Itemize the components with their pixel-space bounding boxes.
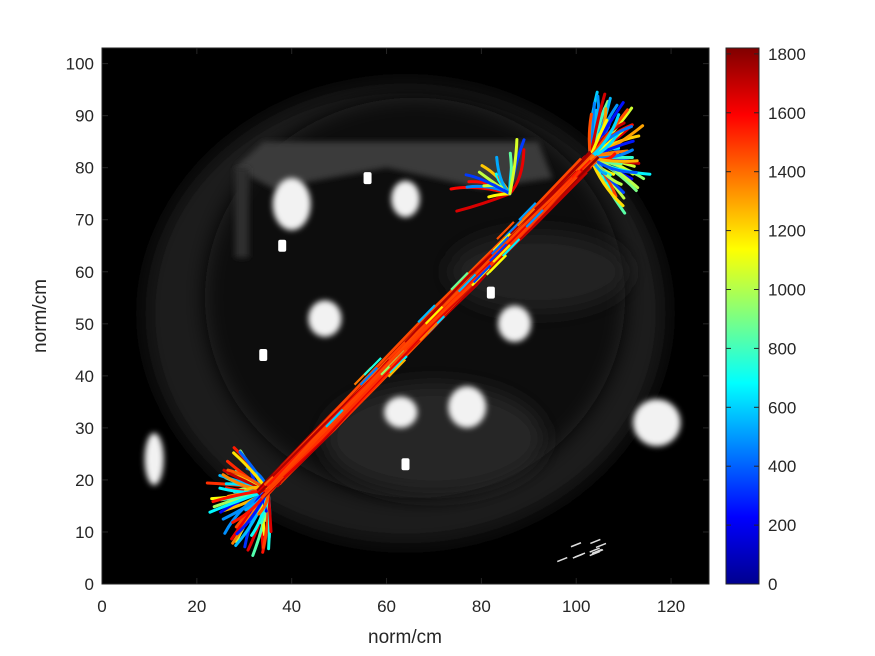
- colorbar-tick-label: 600: [768, 398, 796, 417]
- colorbar-tick-label: 1200: [768, 222, 806, 241]
- colorbar-tick-label: 200: [768, 516, 796, 535]
- x-tick-label: 60: [377, 597, 396, 616]
- y-tick-label: 50: [75, 315, 94, 334]
- x-tick-label: 100: [562, 597, 590, 616]
- streamline: [419, 322, 438, 342]
- bright-region: [144, 433, 164, 486]
- streamline: [363, 357, 382, 376]
- bright-region: [391, 180, 420, 218]
- streamline: [387, 341, 406, 360]
- streamline: [267, 176, 578, 490]
- x-tick-label: 40: [282, 597, 301, 616]
- streamline: [496, 221, 515, 240]
- streamline: [488, 254, 508, 274]
- ct-background: [144, 83, 681, 563]
- streamline: [211, 488, 270, 504]
- bright-region: [384, 396, 418, 428]
- speckle: [595, 542, 607, 549]
- y-tick-label: 80: [75, 159, 94, 178]
- bright-spot: [401, 458, 410, 471]
- y-tick-label: 0: [85, 575, 94, 594]
- speckle: [574, 552, 586, 558]
- streamline: [457, 273, 477, 293]
- streamline: [492, 244, 511, 263]
- bright-region: [272, 178, 311, 231]
- bright-spot: [363, 172, 372, 185]
- y-axis-label: norm/cm: [30, 279, 51, 353]
- x-axis-label: norm/cm: [368, 627, 442, 648]
- streamline: [525, 209, 544, 228]
- y-axis: 0 10 20 30 40 50 60 70 80 90 100: [66, 55, 709, 594]
- y-tick-label: 10: [75, 523, 94, 542]
- bright-spot: [259, 349, 268, 362]
- streamline: [417, 304, 436, 324]
- colorbar: [725, 47, 760, 585]
- lower-tissue: [323, 383, 544, 494]
- y-tick-label: 90: [75, 107, 94, 126]
- bright-region: [633, 399, 681, 447]
- bright-spot: [486, 286, 495, 299]
- bright-region: [497, 305, 532, 343]
- colorbar-tick-label: 1400: [768, 163, 806, 182]
- bright-spot: [278, 239, 287, 252]
- y-tick-label: 60: [75, 263, 94, 282]
- colorbar-tick-label: 800: [768, 339, 796, 358]
- colorbar-tick-label: 0: [768, 575, 777, 594]
- speckle: [590, 538, 601, 545]
- colorbar-tick-label: 400: [768, 457, 796, 476]
- x-tick-label: 20: [187, 597, 206, 616]
- streamline: [508, 138, 519, 196]
- streamline: [472, 264, 492, 284]
- speckle: [589, 547, 600, 553]
- streamline: [389, 355, 408, 374]
- streamline: [464, 173, 512, 196]
- colorbar-tick-label: 1000: [768, 280, 806, 299]
- streamline: [424, 305, 444, 325]
- streamline: [450, 271, 469, 291]
- bright-region: [308, 300, 342, 337]
- streamline-bundle: [205, 90, 652, 557]
- plot-frame: [101, 47, 710, 585]
- streamline: [588, 113, 621, 159]
- y-tick-label: 40: [75, 367, 94, 386]
- streamline: [516, 207, 536, 227]
- streamline: [490, 236, 510, 255]
- streamline: [387, 358, 407, 378]
- streamline: [489, 243, 508, 262]
- colorbar-axis: 0 200 400 600 800 1000 1200 1400 1600 1800: [726, 45, 806, 594]
- y-tick-label: 20: [75, 471, 94, 490]
- colorbar-tick-label: 1800: [768, 45, 806, 64]
- streamline: [504, 218, 523, 238]
- streamline: [492, 232, 511, 252]
- speckle: [589, 550, 600, 557]
- bright-region: [448, 386, 487, 428]
- streamline: [518, 202, 537, 221]
- x-tick-label: 0: [97, 597, 106, 616]
- speckle: [570, 542, 582, 548]
- x-axis: 0 20 40 60 80 100 120: [97, 48, 685, 616]
- y-tick-label: 70: [75, 211, 94, 230]
- speckle: [556, 556, 568, 563]
- left-tissue: [234, 167, 249, 258]
- streamline: [359, 366, 379, 386]
- streamline: [508, 148, 526, 196]
- streamline: [501, 238, 521, 257]
- y-tick-label: 30: [75, 419, 94, 438]
- x-tick-label: 120: [657, 597, 685, 616]
- y-tick-label: 100: [66, 55, 94, 74]
- streamline: [325, 408, 344, 428]
- streamline: [264, 177, 574, 493]
- x-tick-label: 80: [472, 597, 491, 616]
- streamline: [389, 348, 408, 368]
- colorbar-tick-label: 1600: [768, 104, 806, 123]
